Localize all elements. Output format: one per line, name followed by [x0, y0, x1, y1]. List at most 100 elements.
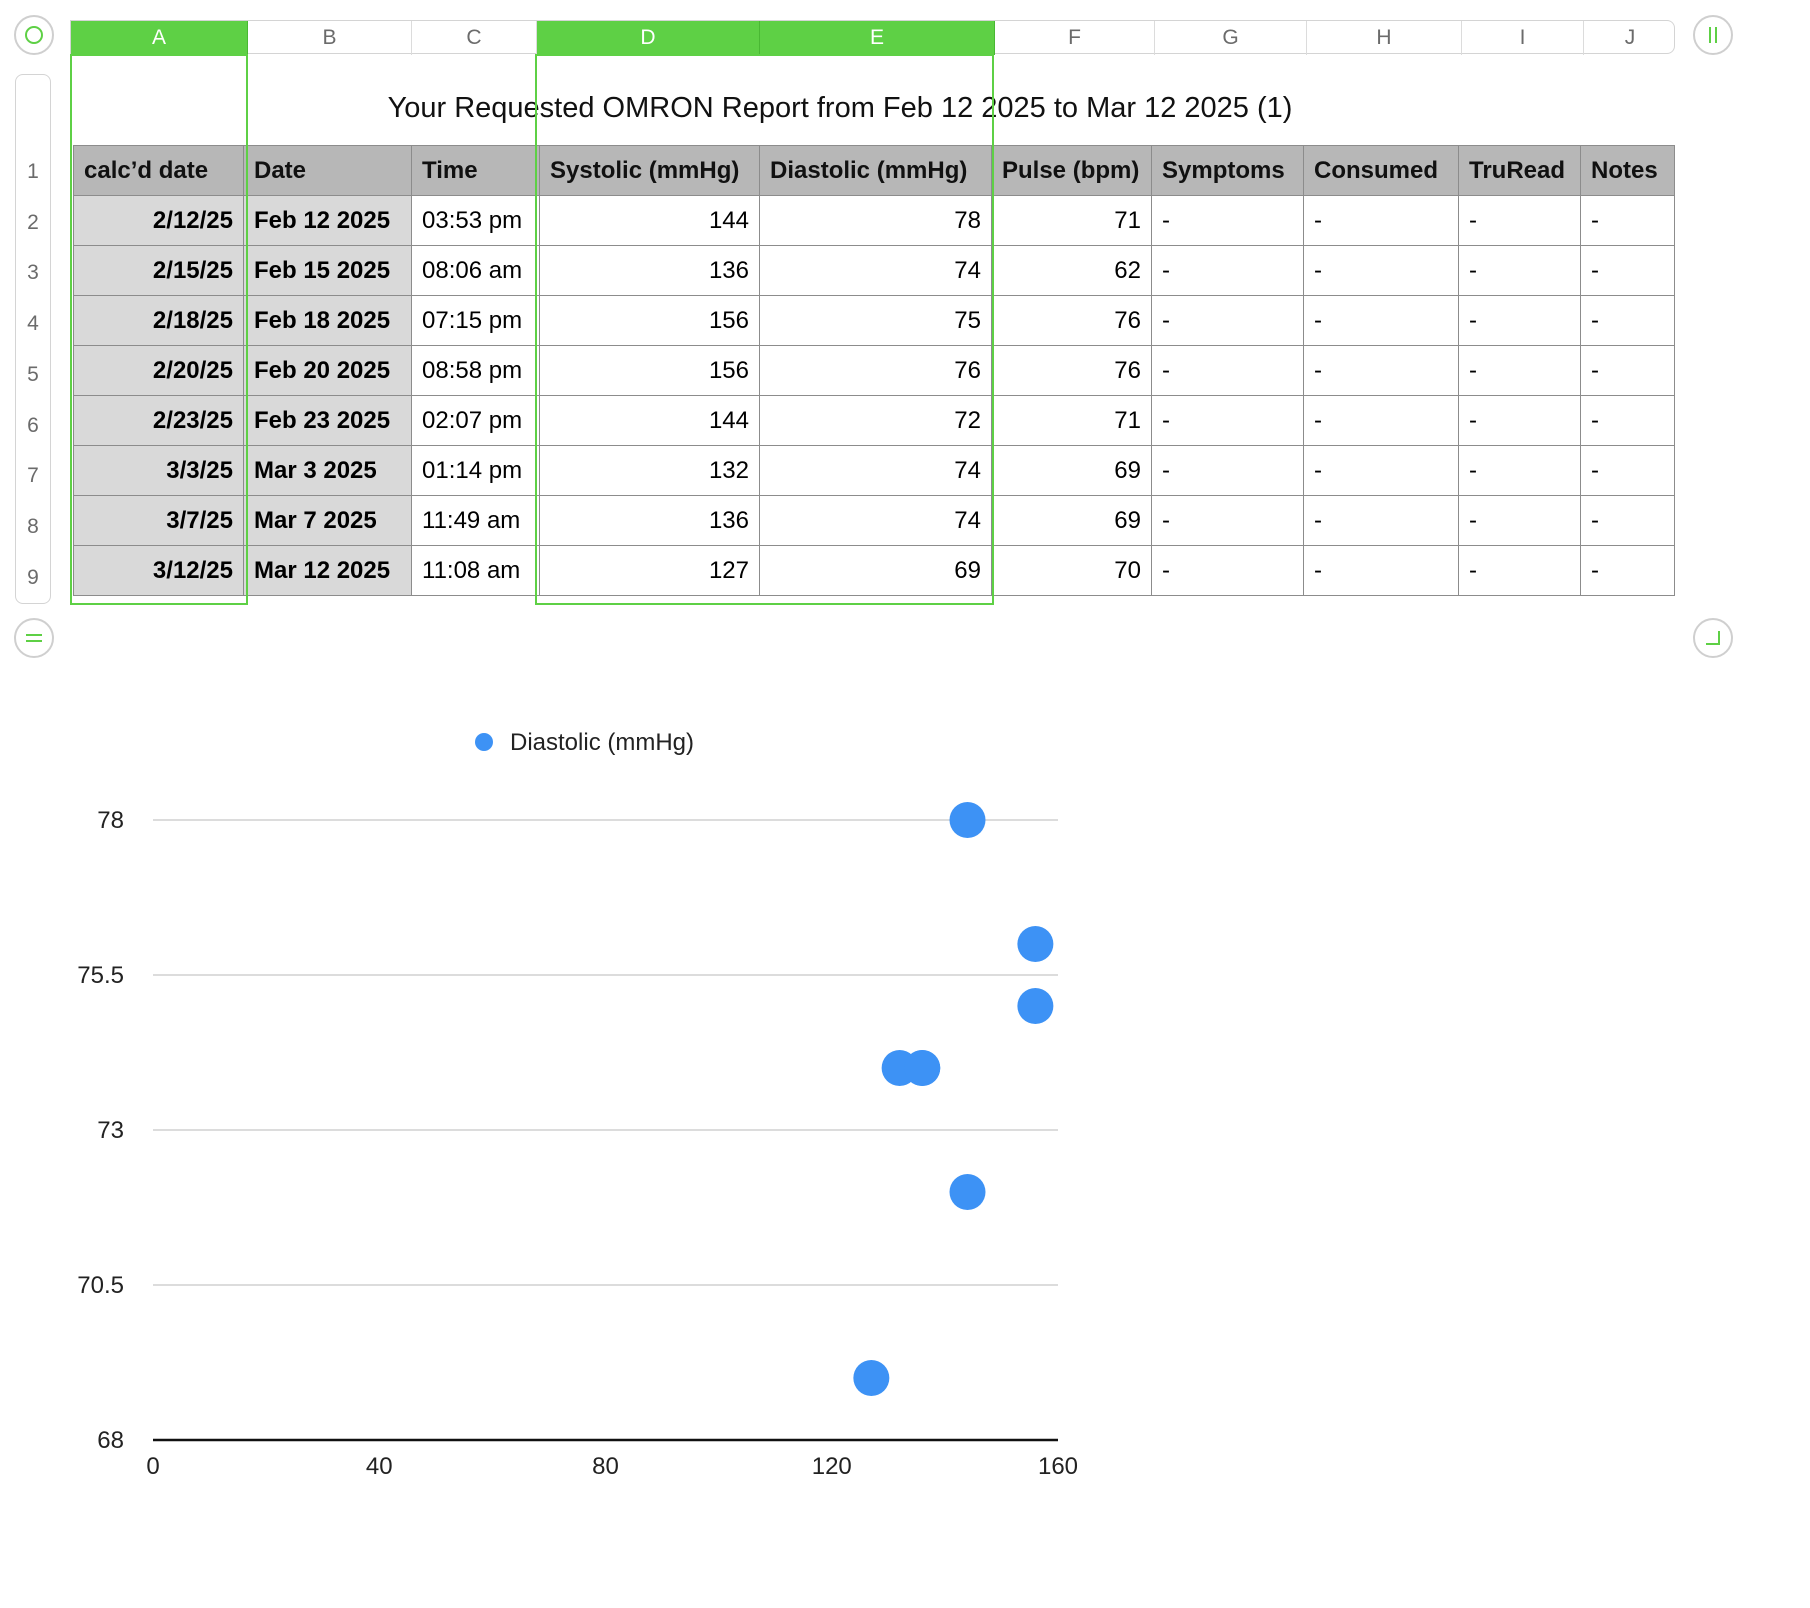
column-heading-2[interactable]: Time [411, 145, 540, 196]
table-cell[interactable]: 144 [539, 395, 760, 446]
table-cell[interactable]: - [1151, 545, 1304, 596]
row-header-3[interactable]: 3 [27, 261, 39, 285]
table-cell[interactable]: 2/23/25 [73, 395, 244, 446]
table-cell[interactable]: 3/7/25 [73, 495, 244, 546]
table-cell[interactable]: 3/3/25 [73, 445, 244, 496]
table-cell[interactable]: 2/12/25 [73, 195, 244, 246]
column-heading-3[interactable]: Systolic (mmHg) [539, 145, 760, 196]
row-header-5[interactable]: 5 [27, 362, 39, 386]
table-cell[interactable]: 69 [759, 545, 992, 596]
resize-table-handle[interactable] [1693, 618, 1733, 658]
column-header-g[interactable]: G [1155, 21, 1307, 55]
table-cell[interactable]: 144 [539, 195, 760, 246]
table-cell[interactable]: 07:15 pm [411, 295, 540, 346]
data-point[interactable] [1017, 988, 1054, 1024]
table-cell[interactable]: - [1151, 345, 1304, 396]
table-cell[interactable]: 62 [991, 245, 1152, 296]
row-header-2[interactable]: 2 [27, 210, 39, 234]
table-cell[interactable]: 78 [759, 195, 992, 246]
table-cell[interactable]: 76 [991, 345, 1152, 396]
scatter-chart[interactable]: 78 75.5 73 70.5 68 0 40 80 120 160 Diastolic (mmHg… [40, 710, 1140, 1510]
table-cell[interactable]: Feb 20 2025 [243, 345, 412, 396]
data-point[interactable] [904, 1050, 941, 1086]
table-cell[interactable]: - [1303, 445, 1459, 496]
row-header-9[interactable]: 9 [27, 565, 39, 589]
table-cell[interactable]: Mar 7 2025 [243, 495, 412, 546]
table-cell[interactable]: - [1303, 245, 1459, 296]
table-cell[interactable]: - [1303, 345, 1459, 396]
table-cell[interactable]: 72 [759, 395, 992, 446]
add-column-handle[interactable] [1693, 15, 1733, 55]
column-header-i[interactable]: I [1462, 21, 1584, 55]
table-cell[interactable]: 74 [759, 445, 992, 496]
column-header-b[interactable]: B [248, 21, 412, 55]
table-cell[interactable]: - [1580, 395, 1675, 446]
table-cell[interactable]: 01:14 pm [411, 445, 540, 496]
row-header-8[interactable]: 8 [27, 514, 39, 538]
table-cell[interactable]: 11:49 am [411, 495, 540, 546]
table-cell[interactable]: 71 [991, 195, 1152, 246]
table-cell[interactable]: 156 [539, 345, 760, 396]
table-cell[interactable]: - [1303, 395, 1459, 446]
table-cell[interactable]: - [1151, 445, 1304, 496]
table-cell[interactable]: - [1580, 445, 1675, 496]
table-cell[interactable]: Feb 18 2025 [243, 295, 412, 346]
table-cell[interactable]: 132 [539, 445, 760, 496]
table-cell[interactable]: 2/20/25 [73, 345, 244, 396]
row-header-7[interactable]: 7 [27, 464, 39, 488]
column-header-e[interactable]: E [760, 21, 995, 55]
table-cell[interactable]: - [1580, 345, 1675, 396]
column-heading-1[interactable]: Date [243, 145, 412, 196]
table-cell[interactable]: 08:06 am [411, 245, 540, 296]
table-cell[interactable]: - [1458, 245, 1581, 296]
column-heading-5[interactable]: Pulse (bpm) [991, 145, 1152, 196]
table-cell[interactable]: - [1151, 195, 1304, 246]
table-cell[interactable]: - [1458, 345, 1581, 396]
table-cell[interactable]: - [1151, 295, 1304, 346]
column-heading-6[interactable]: Symptoms [1151, 145, 1304, 196]
column-heading-8[interactable]: TruRead [1458, 145, 1581, 196]
table-cell[interactable]: Feb 12 2025 [243, 195, 412, 246]
data-point[interactable] [1017, 926, 1054, 962]
row-header-4[interactable]: 4 [27, 312, 39, 336]
table-cell[interactable]: - [1151, 395, 1304, 446]
table-cell[interactable]: 70 [991, 545, 1152, 596]
table-cell[interactable]: 69 [991, 445, 1152, 496]
table-cell[interactable]: 136 [539, 495, 760, 546]
table-cell[interactable]: 69 [991, 495, 1152, 546]
table-cell[interactable]: 03:53 pm [411, 195, 540, 246]
table-cell[interactable]: 127 [539, 545, 760, 596]
table-cell[interactable]: 74 [759, 495, 992, 546]
table-cell[interactable]: 02:07 pm [411, 395, 540, 446]
table-cell[interactable]: - [1458, 545, 1581, 596]
column-heading-0[interactable]: calc’d date [73, 145, 244, 196]
add-row-handle[interactable] [14, 618, 54, 658]
data-point[interactable] [949, 1174, 986, 1210]
table-cell[interactable]: 74 [759, 245, 992, 296]
table-cell[interactable]: 11:08 am [411, 545, 540, 596]
table-cell[interactable]: 08:58 pm [411, 345, 540, 396]
table-cell[interactable]: - [1458, 495, 1581, 546]
table-cell[interactable]: 2/15/25 [73, 245, 244, 296]
column-header-h[interactable]: H [1307, 21, 1462, 55]
select-table-handle[interactable] [14, 15, 54, 55]
table-cell[interactable]: 75 [759, 295, 992, 346]
table-cell[interactable]: Mar 3 2025 [243, 445, 412, 496]
data-point[interactable] [949, 802, 986, 838]
table-cell[interactable]: - [1580, 495, 1675, 546]
table-cell[interactable]: 76 [759, 345, 992, 396]
table-cell[interactable]: - [1458, 295, 1581, 346]
table-cell[interactable]: 156 [539, 295, 760, 346]
table-cell[interactable]: - [1303, 545, 1459, 596]
table-cell[interactable]: - [1303, 195, 1459, 246]
table-cell[interactable]: - [1151, 245, 1304, 296]
table-cell[interactable]: 136 [539, 245, 760, 296]
table-cell[interactable]: - [1580, 195, 1675, 246]
column-header-a[interactable]: A [71, 21, 248, 55]
column-header-c[interactable]: C [412, 21, 537, 55]
column-header-j[interactable]: J [1624, 26, 1636, 49]
table-cell[interactable]: - [1303, 295, 1459, 346]
table-cell[interactable]: - [1580, 545, 1675, 596]
column-heading-7[interactable]: Consumed [1303, 145, 1459, 196]
table-cell[interactable]: 3/12/25 [73, 545, 244, 596]
